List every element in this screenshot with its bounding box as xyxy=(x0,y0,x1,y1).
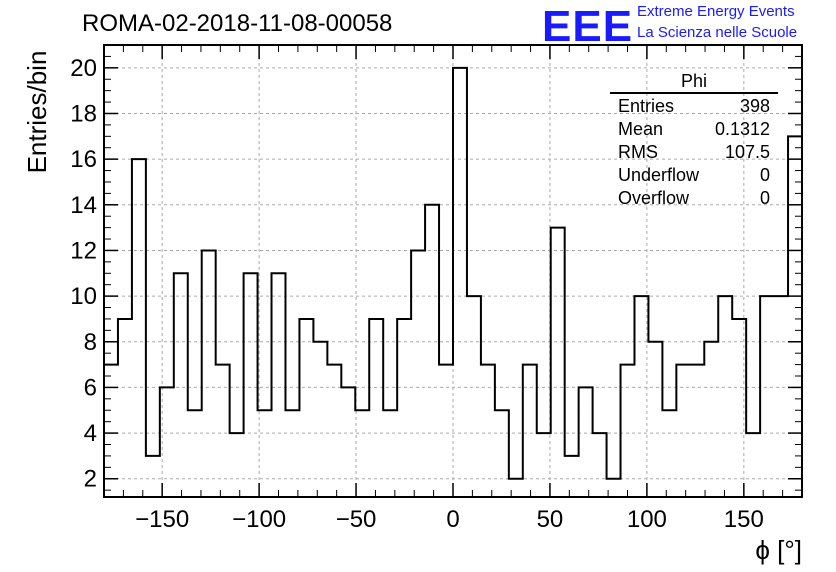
histogram-bin xyxy=(774,296,788,497)
y-tick-label: 20 xyxy=(70,55,97,82)
histogram-bin xyxy=(327,365,341,497)
stats-label: Mean xyxy=(618,119,664,139)
histogram-bin xyxy=(690,365,704,497)
x-tick-label: 50 xyxy=(537,506,564,533)
histogram-bin xyxy=(662,410,676,497)
histogram-bin xyxy=(411,250,425,497)
histogram-bin xyxy=(523,365,537,497)
histogram-outline xyxy=(104,66,802,480)
histogram-bin xyxy=(132,159,146,497)
histogram-series xyxy=(104,66,802,497)
histogram-bin xyxy=(565,456,579,497)
y-tick-label: 12 xyxy=(70,237,97,264)
histogram-bin xyxy=(174,273,188,497)
histogram-bin xyxy=(746,433,760,497)
histogram-bin xyxy=(397,319,411,497)
y-tick-label: 18 xyxy=(70,100,97,127)
stats-row-entries: Entries 398 xyxy=(610,95,778,118)
x-tick-label: 0 xyxy=(446,506,459,533)
histogram-bin xyxy=(369,319,383,497)
x-tick-label: 100 xyxy=(627,506,667,533)
histogram-bin xyxy=(439,365,453,497)
stats-value: 107.5 xyxy=(724,142,770,162)
histogram-bin xyxy=(341,387,355,497)
histogram-bin xyxy=(648,342,662,497)
x-tick-label: −150 xyxy=(135,506,189,533)
y-axis-label: Entries/bin xyxy=(22,50,52,174)
histogram-bin xyxy=(146,456,160,497)
stats-label: Entries xyxy=(618,96,675,116)
histogram-bin xyxy=(579,387,593,497)
x-axis-ticks: −150 −100 −50 0 50 100 150 xyxy=(122,45,784,533)
stats-box-title: Phi xyxy=(610,70,778,94)
y-tick-label: 8 xyxy=(84,329,97,356)
histogram-bin xyxy=(607,479,621,497)
histogram-bin xyxy=(230,433,244,497)
histogram-bin xyxy=(188,410,202,497)
logo-line-2: La Scienza nelle Scuole xyxy=(637,24,798,41)
stats-row-mean: Mean 0.1312 xyxy=(610,118,778,141)
histogram-bin xyxy=(202,250,216,497)
y-tick-label: 6 xyxy=(84,374,97,401)
stats-box: Phi Entries 398 Mean 0.1312 RMS 107.5 Under… xyxy=(610,70,778,210)
histogram-bin xyxy=(481,365,495,497)
stats-value: 0 xyxy=(759,188,770,208)
histogram-bin xyxy=(676,365,690,497)
x-axis-label: ϕ [°] xyxy=(755,535,802,565)
histogram-bin xyxy=(634,296,648,497)
stats-row-rms: RMS 107.5 xyxy=(610,141,778,164)
histogram-bin xyxy=(299,319,313,497)
chart-title: ROMA-02-2018-11-08-00058 xyxy=(82,10,393,37)
histogram-bin xyxy=(118,319,132,497)
stats-label: Underflow xyxy=(618,165,700,185)
stats-value: 398 xyxy=(739,96,770,116)
stats-label: RMS xyxy=(618,142,658,162)
y-tick-label: 4 xyxy=(84,420,97,447)
logo-line-1: Extreme Energy Events xyxy=(637,3,795,20)
histogram-bin xyxy=(104,365,118,497)
histogram-bin xyxy=(216,365,230,497)
histogram-bin xyxy=(313,342,327,497)
histogram-bin xyxy=(704,342,718,497)
x-tick-label: −100 xyxy=(232,506,286,533)
y-axis-ticks: 2 4 6 8 10 12 14 16 18 20 xyxy=(70,55,802,493)
stats-row-underflow: Underflow 0 xyxy=(610,164,778,187)
y-tick-label: 14 xyxy=(70,192,97,219)
stats-value: 0.1312 xyxy=(714,119,770,139)
histogram-bin xyxy=(760,296,774,497)
histogram-bin xyxy=(285,410,299,497)
histogram-bin xyxy=(425,205,439,497)
x-tick-label: −50 xyxy=(336,506,377,533)
histogram-bin xyxy=(788,136,802,497)
eee-logo: EEE xyxy=(542,2,634,51)
stats-row-overflow: Overflow 0 xyxy=(610,187,778,210)
histogram-bin xyxy=(593,433,607,497)
histogram-bin xyxy=(621,365,635,497)
histogram-bin xyxy=(718,296,732,497)
y-tick-label: 2 xyxy=(84,466,97,493)
x-tick-label: 150 xyxy=(724,506,764,533)
histogram-bin xyxy=(355,410,369,497)
stats-value: 0 xyxy=(759,165,770,185)
histogram-bin xyxy=(467,296,481,497)
stats-label: Overflow xyxy=(618,188,690,208)
histogram-bin xyxy=(244,273,258,497)
histogram-bin xyxy=(551,228,565,497)
y-tick-label: 16 xyxy=(70,146,97,173)
histogram-bin xyxy=(537,433,551,497)
histogram-bin xyxy=(383,410,397,497)
histogram-bin xyxy=(495,410,509,497)
histogram-bin xyxy=(272,273,286,497)
y-tick-label: 10 xyxy=(70,283,97,310)
